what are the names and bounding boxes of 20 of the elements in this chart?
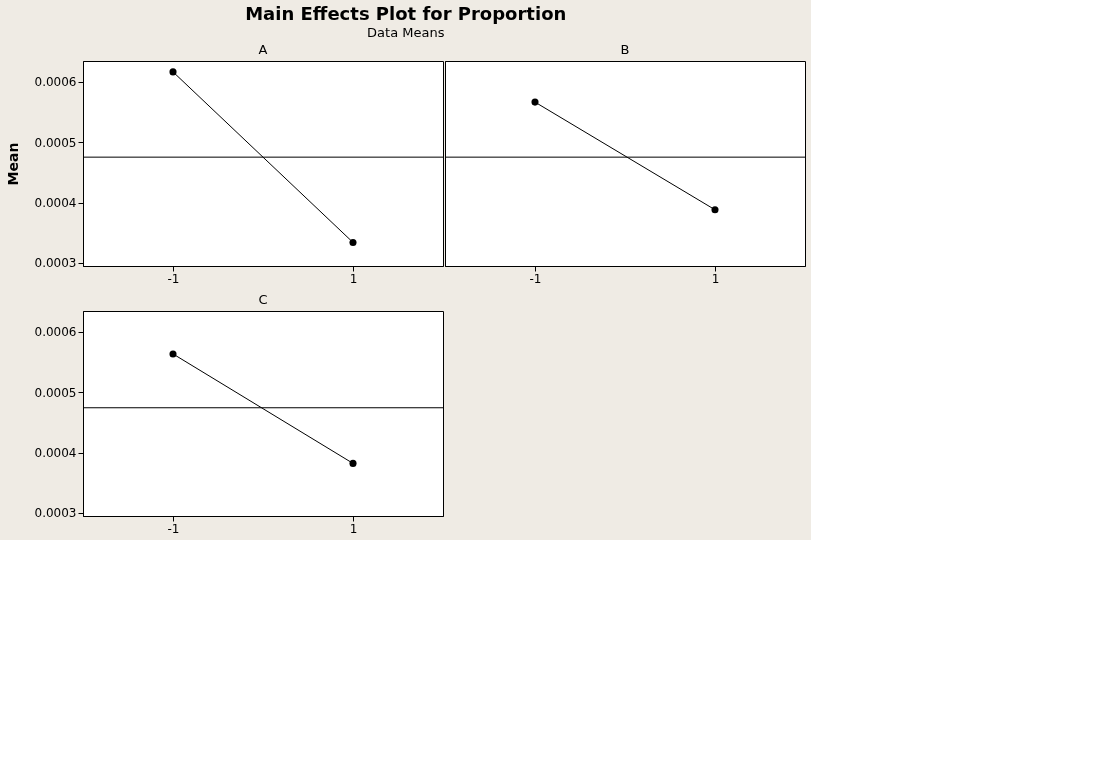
- x-tick-label: -1: [167, 521, 180, 536]
- x-tick-label: -1: [529, 271, 542, 286]
- y-tick-label: 0.0004: [34, 446, 77, 460]
- chart-title: A: [258, 42, 268, 57]
- y-tick-label: 0.0004: [34, 196, 77, 210]
- y-tick-label: 0.0006: [34, 325, 77, 340]
- y-axis-title: Mean: [4, 142, 21, 186]
- y-tick-label: 0.0005: [34, 135, 77, 150]
- x-tick-label: 1: [349, 521, 358, 536]
- y-tick-label: 0.0003: [34, 256, 77, 271]
- text: Main Effects Plot for Proportion: [245, 2, 567, 24]
- x-tick-label: 1: [349, 271, 358, 286]
- text: Data Means: [367, 24, 445, 40]
- x-tick-label: 1: [711, 271, 720, 286]
- y-tick-label: 0.0005: [34, 385, 77, 400]
- x-tick-label: -1: [167, 271, 180, 286]
- y-tick-label: 0.0006: [34, 75, 77, 90]
- y-tick-label: 0.0003: [34, 506, 77, 521]
- chart-title: C: [258, 292, 268, 307]
- chart-title: B: [620, 42, 630, 57]
